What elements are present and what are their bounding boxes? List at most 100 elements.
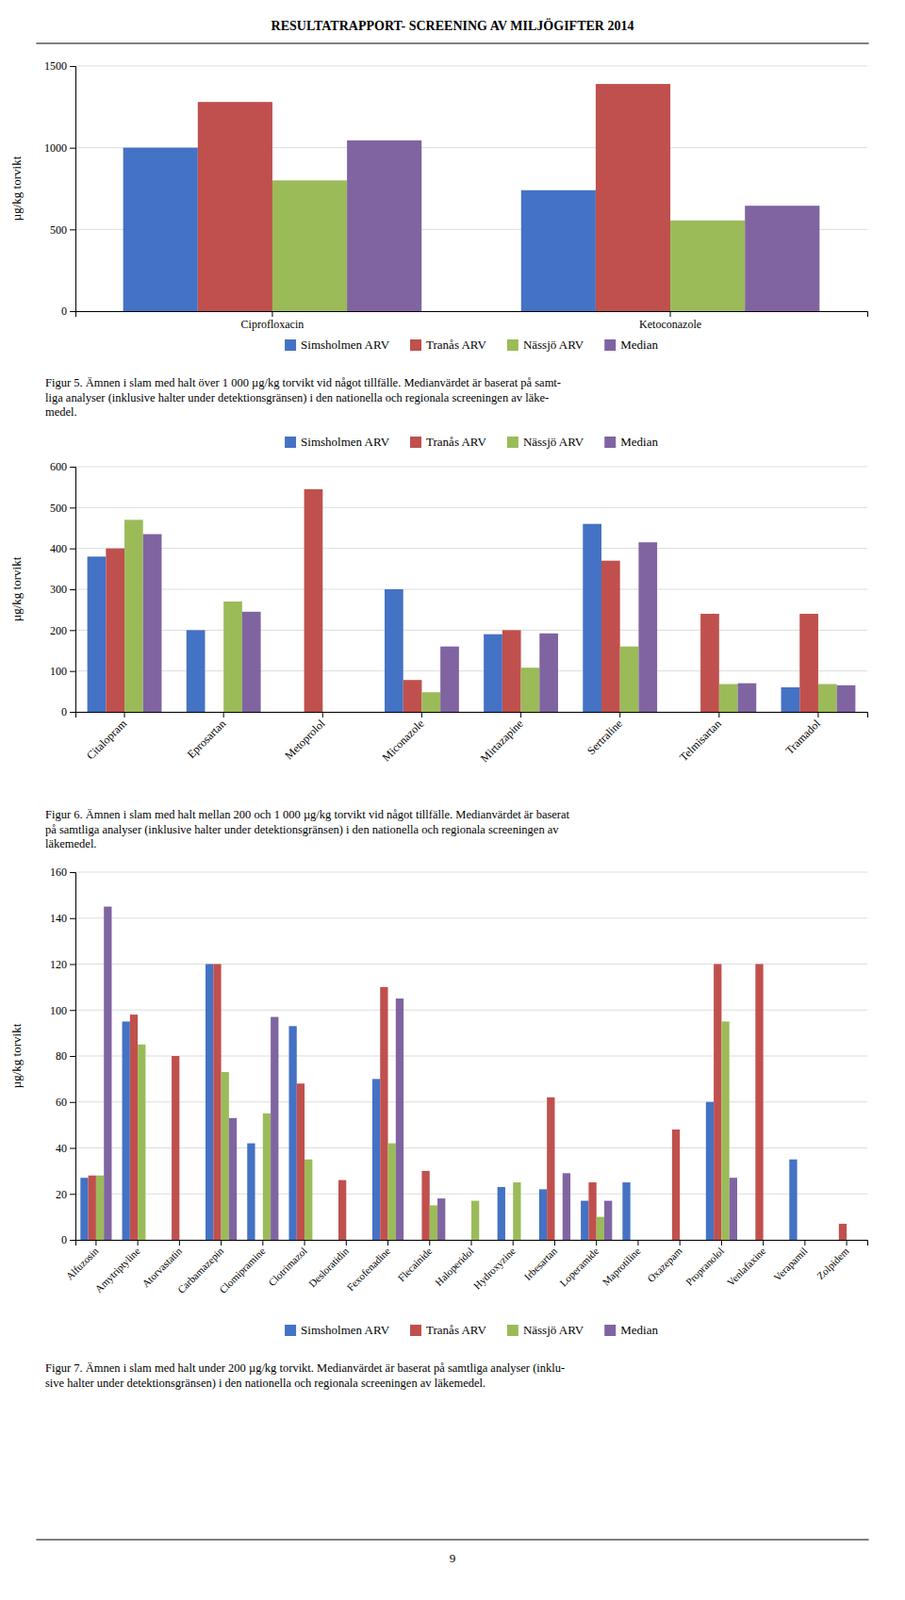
bar <box>706 1102 714 1240</box>
bar <box>255 1239 264 1241</box>
caption-line: Figur 7. Ämnen i slam med halt under 200… <box>45 1361 565 1375</box>
y-tick-label: 200 <box>49 624 67 638</box>
x-tick: Ketoconazole <box>639 311 702 331</box>
legend-label: Tranås ARV <box>426 337 487 352</box>
legend-swatch <box>284 436 297 448</box>
bar <box>854 1239 862 1241</box>
bar <box>812 1239 821 1241</box>
bar <box>263 1113 271 1240</box>
grid-line <box>75 589 868 591</box>
bar <box>805 1239 813 1241</box>
x-tick: Amytriptyline <box>92 1239 143 1295</box>
x-tick: Sertraline <box>584 711 626 757</box>
x-axis-line <box>76 312 869 318</box>
grid-line <box>75 872 868 873</box>
x-tick-label: Oxazepam <box>644 1244 685 1284</box>
bar <box>539 1188 547 1240</box>
x-tick: Fexofenadine <box>344 1239 393 1293</box>
x-tick-label: Miconazole <box>379 716 428 764</box>
grid-line <box>75 507 868 509</box>
legend-item: Nässjö ARV <box>507 434 585 449</box>
chart: CiprofloxacinKetoconazole050010001500µg/… <box>9 59 869 330</box>
legend-label: Tranås ARV <box>426 434 487 449</box>
x-tick: Mirtazapine <box>477 711 527 765</box>
y-tick-mark <box>69 148 76 149</box>
y-tick-mark <box>69 1102 76 1103</box>
y-tick: 80 <box>55 1049 76 1063</box>
x-tick-label: Venlafaxine <box>724 1244 769 1288</box>
x-tick-mark <box>471 1239 473 1246</box>
x-tick: Miconazole <box>379 711 428 764</box>
bar <box>455 1239 463 1241</box>
y-tick: 600 <box>49 460 76 474</box>
y-tick-label: 1000 <box>44 141 67 155</box>
x-tick: Desloratidin <box>306 1239 351 1289</box>
bar <box>562 1172 571 1240</box>
bar <box>799 613 819 712</box>
legend-item: Tranås ARV <box>410 1322 487 1337</box>
x-tick: Loperamide <box>557 1239 601 1289</box>
bar <box>213 964 221 1241</box>
x-tick-label: Ciprofloxacin <box>241 317 305 331</box>
bar <box>288 1025 297 1240</box>
y-tick: 160 <box>49 865 76 879</box>
x-tick-mark <box>520 711 522 718</box>
y-tick-mark <box>69 1055 76 1057</box>
x-tick: Hydroxyzine <box>471 1239 518 1292</box>
bar <box>789 1159 797 1240</box>
bar <box>601 560 621 712</box>
y-tick-label: 500 <box>49 223 67 237</box>
x-tick-mark <box>220 1239 222 1246</box>
legend-item: Median <box>604 434 659 449</box>
x-tick: Atorvastatin <box>139 1239 184 1289</box>
legend-label: Simsholmen ARV <box>300 1322 391 1337</box>
bar <box>582 524 602 712</box>
x-tick-label: Clotrimazol <box>265 1245 310 1289</box>
y-tick-mark <box>69 1148 76 1150</box>
bar <box>478 1239 487 1241</box>
bar <box>223 601 243 712</box>
x-tick: Maprotiline <box>599 1239 642 1288</box>
x-tick-mark <box>345 1239 347 1246</box>
legend-label: Tranås ARV <box>426 1322 487 1337</box>
bar <box>246 1143 255 1240</box>
y-axis-line <box>69 467 77 713</box>
x-tick-mark <box>679 1239 681 1246</box>
bar <box>818 684 838 712</box>
bar <box>105 548 125 712</box>
bar <box>471 1201 479 1240</box>
x-tick-label: Ketoconazole <box>639 317 702 331</box>
bar <box>345 1239 354 1241</box>
y-tick: 400 <box>49 542 76 556</box>
y-tick-mark <box>69 65 76 67</box>
y-tick: 100 <box>49 664 76 678</box>
bar <box>700 613 720 712</box>
bar <box>512 1182 521 1240</box>
y-tick-mark <box>69 671 76 673</box>
bar <box>622 1182 630 1240</box>
x-tick: Oxazepam <box>644 1239 685 1284</box>
y-axis: 0100200300400500600 <box>49 460 77 719</box>
y-axis-line <box>69 66 77 313</box>
bar <box>505 1239 513 1241</box>
bar-series <box>272 180 745 312</box>
y-tick: 500 <box>49 223 76 237</box>
x-tick-mark <box>95 1239 97 1246</box>
bar <box>204 711 224 713</box>
bar <box>831 1239 840 1241</box>
bar-series <box>96 1020 730 1240</box>
bar <box>588 1182 596 1240</box>
x-axis: Ciprofloxacin Ketoconazole <box>76 311 869 331</box>
x-axis: AlfuzosinAmytriptylineAtorvastatinCarbam… <box>63 1239 868 1296</box>
caption-line: medel. <box>45 405 78 419</box>
bar <box>846 1239 855 1241</box>
bar <box>197 101 273 312</box>
legend-label: Median <box>620 434 659 449</box>
x-tick-mark <box>721 1239 723 1246</box>
legend-swatch <box>284 339 297 351</box>
x-tick-mark <box>595 1239 597 1246</box>
bar <box>143 534 163 713</box>
x-tick: Haloperidol <box>432 1239 477 1288</box>
bar <box>679 1239 688 1241</box>
legend: Simsholmen ARVTranås ARVNässjö ARVMedian <box>284 434 659 449</box>
